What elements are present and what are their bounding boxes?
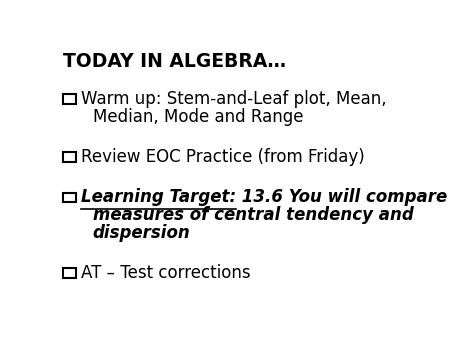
- Text: measures of central tendency and: measures of central tendency and: [93, 206, 414, 224]
- Text: 13.6 You will compare: 13.6 You will compare: [237, 189, 448, 207]
- Text: Learning Target:: Learning Target:: [81, 189, 237, 207]
- Text: Median, Mode and Range: Median, Mode and Range: [93, 108, 303, 126]
- Bar: [63, 94, 76, 104]
- Text: dispersion: dispersion: [93, 224, 191, 242]
- Text: TODAY IN ALGEBRA…: TODAY IN ALGEBRA…: [63, 52, 286, 71]
- Text: Warm up: Stem-and-Leaf plot, Mean,: Warm up: Stem-and-Leaf plot, Mean,: [81, 90, 387, 108]
- Bar: [63, 268, 76, 278]
- Text: Review EOC Practice (from Friday): Review EOC Practice (from Friday): [81, 148, 365, 166]
- Bar: [63, 152, 76, 162]
- Bar: [63, 193, 76, 202]
- Text: AT – Test corrections: AT – Test corrections: [81, 264, 251, 282]
